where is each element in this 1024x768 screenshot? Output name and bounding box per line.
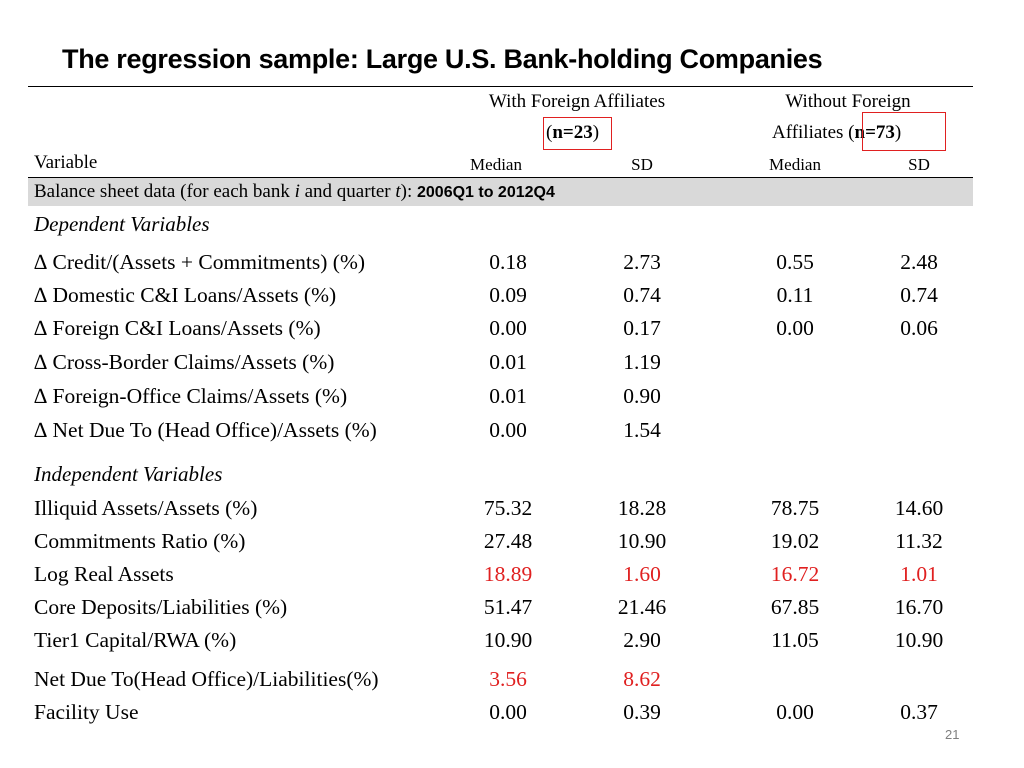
median-without: 0.00 xyxy=(776,316,814,340)
sd-with: 0.90 xyxy=(623,384,661,408)
sd-without: 0.06 xyxy=(900,316,938,340)
table-row: ∆ Credit/(Assets + Commitments) (%) 0.18… xyxy=(0,250,1024,283)
table-row: ∆ Domestic C&I Loans/Assets (%) 0.09 0.7… xyxy=(0,283,1024,316)
group1-n-highlight xyxy=(543,117,612,150)
sd-with-highlighted: 1.60 xyxy=(623,562,661,586)
group2-n-highlight xyxy=(862,112,946,151)
median-with: 0.00 xyxy=(489,700,527,724)
page-number: 21 xyxy=(945,727,960,742)
row-label: ∆ Net Due To (Head Office)/Assets (%) xyxy=(34,418,377,442)
row-label: Facility Use xyxy=(34,700,139,724)
median-with: 0.00 xyxy=(489,418,527,442)
sd-without: 11.32 xyxy=(895,529,943,553)
table-row: ∆ Foreign C&I Loans/Assets (%) 0.00 0.17… xyxy=(0,316,1024,349)
sd-with: 2.90 xyxy=(623,628,661,652)
sd-with: 1.19 xyxy=(623,350,661,374)
group2-header-line2: Affiliates (n=73) xyxy=(772,122,902,143)
row-label: ∆ Cross-Border Claims/Assets (%) xyxy=(34,350,335,374)
sd-with: 18.28 xyxy=(617,496,667,520)
sample-period-text: Balance sheet data (for each bank i and … xyxy=(34,181,555,202)
median-with: 0.09 xyxy=(489,283,527,307)
sd-header-1: SD xyxy=(631,155,653,174)
table-top-rule xyxy=(28,86,973,87)
median-without: 19.02 xyxy=(770,529,820,553)
sd-with: 1.54 xyxy=(623,418,661,442)
row-label: Commitments Ratio (%) xyxy=(34,529,246,553)
sd-without: 0.74 xyxy=(900,283,938,307)
median-without: 0.11 xyxy=(776,283,814,307)
sd-with: 0.39 xyxy=(623,700,661,724)
sd-header-2: SD xyxy=(908,155,930,174)
median-with-highlighted: 18.89 xyxy=(483,562,533,586)
sample-period-band xyxy=(28,177,973,206)
sd-with: 10.90 xyxy=(617,529,667,553)
row-label: Tier1 Capital/RWA (%) xyxy=(34,628,237,652)
sd-with: 2.73 xyxy=(623,250,661,274)
table-row: ∆ Cross-Border Claims/Assets (%) 0.01 1.… xyxy=(0,350,1024,383)
table-row: Illiquid Assets/Assets (%) 75.32 18.28 7… xyxy=(0,496,1024,529)
sd-with: 0.17 xyxy=(623,316,661,340)
median-without: 67.85 xyxy=(770,595,820,619)
group2-header-line1: Without Foreign xyxy=(785,91,911,112)
median-with: 0.00 xyxy=(489,316,527,340)
sd-with-highlighted: 8.62 xyxy=(623,667,661,691)
group1-header: With Foreign Affiliates xyxy=(488,91,666,112)
median-header-1: Median xyxy=(470,155,522,174)
median-with: 0.18 xyxy=(489,250,527,274)
median-with: 27.48 xyxy=(483,529,533,553)
table-row: Facility Use 0.00 0.39 0.00 0.37 xyxy=(0,700,1024,733)
variable-column-header: Variable xyxy=(34,152,98,173)
median-with: 0.01 xyxy=(489,384,527,408)
group1-n-label: (n=23) xyxy=(546,122,600,143)
sd-without-highlighted: 1.01 xyxy=(900,562,938,586)
row-label: ∆ Domestic C&I Loans/Assets (%) xyxy=(34,283,337,307)
table-row: Net Due To(Head Office)/Liabilities(%) 3… xyxy=(0,667,1024,700)
median-without-highlighted: 16.72 xyxy=(770,562,820,586)
table-row: Tier1 Capital/RWA (%) 10.90 2.90 11.05 1… xyxy=(0,628,1024,661)
row-label: ∆ Foreign-Office Claims/Assets (%) xyxy=(34,384,348,408)
median-with-highlighted: 3.56 xyxy=(489,667,527,691)
sd-without: 2.48 xyxy=(900,250,938,274)
table-row: Log Real Assets 18.89 1.60 16.72 1.01 xyxy=(0,562,1024,595)
median-without: 78.75 xyxy=(770,496,820,520)
row-label: Illiquid Assets/Assets (%) xyxy=(34,496,258,520)
median-without: 0.00 xyxy=(776,700,814,724)
table-row: ∆ Foreign-Office Claims/Assets (%) 0.01 … xyxy=(0,384,1024,417)
sd-without: 10.90 xyxy=(894,628,944,652)
table-row: Commitments Ratio (%) 27.48 10.90 19.02 … xyxy=(0,529,1024,562)
independent-variables-heading: Independent Variables xyxy=(34,462,223,486)
row-label: ∆ Foreign C&I Loans/Assets (%) xyxy=(34,316,321,340)
median-header-2: Median xyxy=(769,155,821,174)
median-with: 51.47 xyxy=(483,595,533,619)
row-label: Net Due To(Head Office)/Liabilities(%) xyxy=(34,667,379,691)
median-with: 0.01 xyxy=(489,350,527,374)
table-row: Core Deposits/Liabilities (%) 51.47 21.4… xyxy=(0,595,1024,628)
sd-with: 0.74 xyxy=(623,283,661,307)
row-label: Core Deposits/Liabilities (%) xyxy=(34,595,288,619)
table-row: ∆ Net Due To (Head Office)/Assets (%) 0.… xyxy=(0,418,1024,451)
sd-with: 21.46 xyxy=(617,595,667,619)
sd-without: 14.60 xyxy=(894,496,944,520)
slide-title: The regression sample: Large U.S. Bank-h… xyxy=(62,44,823,74)
sd-without: 16.70 xyxy=(894,595,944,619)
dependent-variables-heading: Dependent Variables xyxy=(34,212,210,236)
row-label: ∆ Credit/(Assets + Commitments) (%) xyxy=(34,250,366,274)
row-label: Log Real Assets xyxy=(34,562,174,586)
median-without: 0.55 xyxy=(776,250,814,274)
median-with: 10.90 xyxy=(483,628,533,652)
median-with: 75.32 xyxy=(483,496,533,520)
sd-without: 0.37 xyxy=(900,700,938,724)
median-without: 11.05 xyxy=(771,628,819,652)
